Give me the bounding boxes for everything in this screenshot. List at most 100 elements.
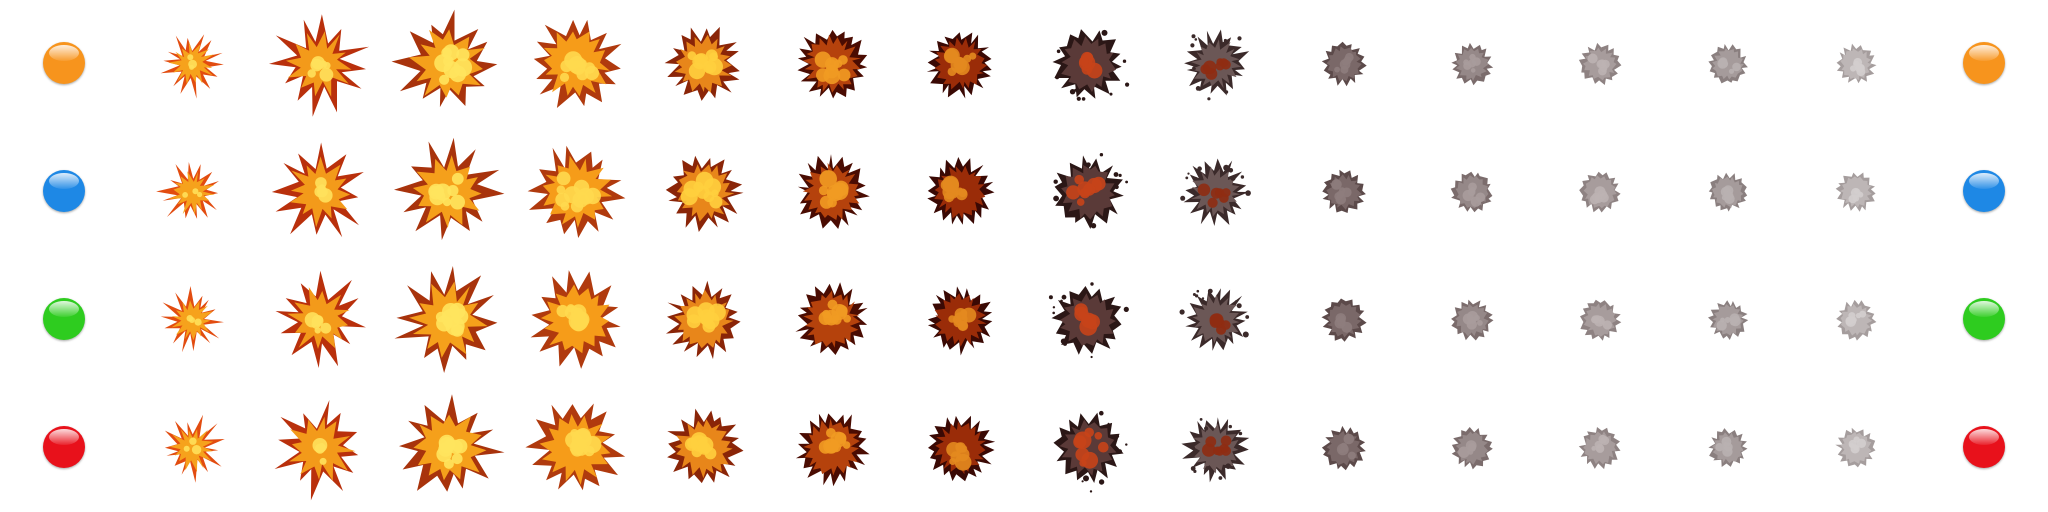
explosion-embers-icon: [795, 282, 868, 355]
explosion-spark-icon: [156, 162, 219, 219]
explosion-smoke-icon: [1321, 425, 1366, 471]
explosion-char-smoke-icon: [1052, 29, 1130, 101]
explosion-frame-6: [768, 256, 896, 384]
explosion-burst-icon: [274, 400, 359, 501]
orange-orb-icon: [43, 42, 85, 84]
explosion-fireball-icon: [394, 137, 505, 241]
explosion-frame-11: [1408, 0, 1536, 128]
explosion-frame-10: [1280, 384, 1408, 512]
explosion-frame-14: [1792, 256, 1920, 384]
explosion-frame-2: [256, 128, 384, 256]
explosion-frame-1: [128, 384, 256, 512]
explosion-frame-3: [384, 128, 512, 256]
explosion-frame-1: [128, 128, 256, 256]
explosion-frame-4: [512, 0, 640, 128]
explosion-frame-11: [1408, 128, 1536, 256]
explosion-spark-icon: [160, 34, 224, 99]
explosion-frame-14: [1792, 0, 1920, 128]
row-marker-right: [1920, 128, 2048, 256]
explosion-fireball-icon: [399, 394, 505, 492]
explosion-smoke-light-icon: [1451, 42, 1494, 86]
explosion-frame-6: [768, 128, 896, 256]
explosion-frame-3: [384, 384, 512, 512]
explosion-frame-1: [128, 256, 256, 384]
explosion-fireball-icon: [394, 266, 498, 373]
orange-orb-icon: [1963, 42, 2005, 84]
explosion-fireball-breakup-icon: [665, 155, 744, 232]
explosion-frame-3: [384, 256, 512, 384]
explosion-smoke-faint-icon: [1708, 300, 1749, 340]
row-marker-right: [1920, 0, 2048, 128]
sprite-row-orange-orb: [0, 0, 2048, 128]
row-marker-right: [1920, 256, 2048, 384]
explosion-smoke-lighter-icon: [1578, 42, 1622, 85]
explosion-frame-3: [384, 0, 512, 128]
explosion-smoke-debris-icon: [1181, 417, 1250, 483]
row-marker-left: [0, 0, 128, 128]
explosion-smoke-light-icon: [1451, 427, 1493, 470]
blue-orb-icon: [1963, 170, 2005, 212]
explosion-fireball-breakup-icon: [666, 280, 741, 360]
explosion-frame-13: [1664, 128, 1792, 256]
explosion-frame-12: [1536, 128, 1664, 256]
explosion-fireball-peak-icon: [530, 270, 621, 369]
row-marker-left: [0, 256, 128, 384]
explosion-frame-8: [1024, 256, 1152, 384]
explosion-smoke-icon: [1322, 169, 1366, 213]
explosion-frame-4: [512, 384, 640, 512]
explosion-frame-7: [896, 0, 1024, 128]
explosion-smoke-faint-icon: [1708, 172, 1748, 212]
explosion-embers-icon: [797, 29, 868, 99]
explosion-burst-icon: [271, 142, 364, 238]
row-marker-left: [0, 384, 128, 512]
explosion-frame-4: [512, 256, 640, 384]
explosion-frame-12: [1536, 384, 1664, 512]
explosion-embers-dark-icon: [927, 157, 995, 225]
explosion-frame-12: [1536, 256, 1664, 384]
explosion-smoke-icon: [1321, 298, 1367, 342]
sprite-row-green-orb: [0, 256, 2048, 384]
explosion-spark-icon: [164, 414, 225, 483]
explosion-fireball-peak-icon: [525, 403, 626, 491]
explosion-frame-7: [896, 384, 1024, 512]
explosion-frame-4: [512, 128, 640, 256]
explosion-fireball-icon: [391, 9, 498, 108]
explosion-burst-icon: [269, 14, 370, 117]
explosion-smoke-fading-icon: [1836, 43, 1877, 84]
green-orb-icon: [1963, 298, 2005, 340]
explosion-frame-10: [1280, 0, 1408, 128]
explosion-smoke-fading-icon: [1835, 172, 1876, 212]
explosion-frame-6: [768, 0, 896, 128]
explosion-smoke-fading-icon: [1835, 427, 1876, 468]
explosion-burst-icon: [275, 270, 366, 368]
explosion-smoke-fading-icon: [1836, 299, 1877, 341]
red-orb-icon: [1963, 426, 2005, 468]
explosion-smoke-light-icon: [1451, 299, 1494, 341]
explosion-frame-11: [1408, 256, 1536, 384]
explosion-smoke-lighter-icon: [1579, 171, 1621, 213]
explosion-frame-12: [1536, 0, 1664, 128]
explosion-smoke-faint-icon: [1708, 44, 1748, 84]
explosion-smoke-debris-icon: [1179, 288, 1250, 351]
explosion-frame-5: [640, 0, 768, 128]
explosion-char-smoke-icon: [1048, 282, 1129, 359]
explosion-smoke-icon: [1321, 41, 1367, 87]
explosion-frame-8: [1024, 128, 1152, 256]
explosion-frame-6: [768, 384, 896, 512]
explosion-frame-5: [640, 256, 768, 384]
row-marker-right: [1920, 384, 2048, 512]
explosion-frame-13: [1664, 0, 1792, 128]
explosion-frame-13: [1664, 256, 1792, 384]
explosion-smoke-faint-icon: [1708, 428, 1748, 467]
row-marker-left: [0, 128, 128, 256]
explosion-frame-5: [640, 128, 768, 256]
explosion-frame-9: [1152, 0, 1280, 128]
explosion-fireball-breakup-icon: [664, 26, 740, 101]
explosion-spark-icon: [160, 286, 224, 353]
explosion-frame-5: [640, 384, 768, 512]
explosion-frame-7: [896, 128, 1024, 256]
red-orb-icon: [43, 426, 85, 468]
explosion-smoke-light-icon: [1450, 171, 1493, 213]
explosion-smoke-debris-icon: [1180, 158, 1251, 226]
